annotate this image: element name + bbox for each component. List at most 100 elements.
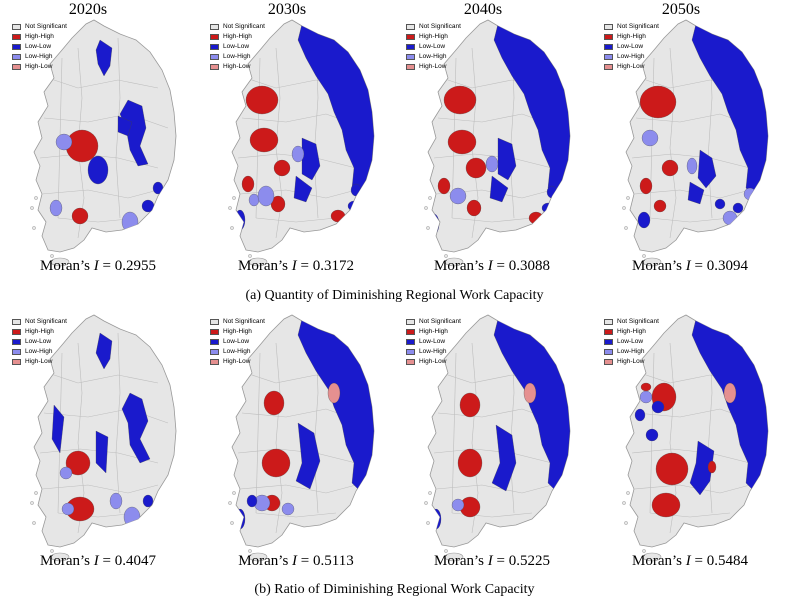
cluster-region <box>117 115 133 137</box>
legend-swatch <box>406 44 415 50</box>
legend-swatch <box>12 54 21 60</box>
island <box>248 254 252 258</box>
legend-swatch <box>210 339 219 345</box>
island-jeju <box>248 257 268 267</box>
legend-swatch <box>12 349 21 355</box>
cluster-region <box>245 85 279 115</box>
legend-item: Low-High <box>406 347 461 357</box>
legend-label: Low-High <box>25 53 53 60</box>
cluster-region <box>651 400 665 414</box>
cluster-region <box>142 494 154 508</box>
decade-header-2040s: 2040s <box>463 1 503 18</box>
legend-label: High-High <box>617 33 646 40</box>
cluster-region <box>459 392 481 418</box>
moran-equals: = <box>98 553 115 569</box>
moran-equals: = <box>297 553 313 569</box>
map-quantity-2020s: Not Significant High-High Low-Low Low-High H… <box>8 18 188 268</box>
legend-label: Not Significant <box>25 23 67 30</box>
legend-item: High-High <box>210 32 265 42</box>
legend-swatch <box>604 34 613 40</box>
legend-label: High-Low <box>25 358 53 365</box>
cluster-region <box>723 382 737 404</box>
legend-label: Not Significant <box>419 318 461 325</box>
cluster-region <box>123 506 141 528</box>
legend-swatch <box>12 329 21 335</box>
legend-swatch <box>604 44 613 50</box>
legend-label: Low-Low <box>223 338 250 345</box>
cluster-region <box>707 460 717 474</box>
legend-swatch <box>12 34 21 40</box>
legend-item: High-High <box>210 327 265 337</box>
cluster-region <box>641 129 659 147</box>
moran-prefix: Moran’s <box>434 258 488 274</box>
legend-item: Not Significant <box>604 317 659 327</box>
legend-label: High-High <box>223 328 252 335</box>
moran-prefix: Moran’s <box>434 553 488 569</box>
legend-item: High-Low <box>604 357 659 367</box>
moran-prefix: Moran’s <box>40 258 94 274</box>
cluster-region <box>655 452 689 486</box>
map-legend: Not Significant High-High Low-Low Low-High H… <box>210 317 265 367</box>
korea-map-svg <box>424 314 571 562</box>
cluster-region <box>645 428 659 442</box>
cluster-region <box>661 159 679 177</box>
legend-label: High-Low <box>223 358 251 365</box>
cluster-region <box>330 209 346 223</box>
moran-symbol: I <box>487 258 493 274</box>
moran-symbol: I <box>292 553 298 569</box>
cluster-region <box>485 155 499 173</box>
legend-label: Low-High <box>419 348 447 355</box>
island <box>34 491 38 495</box>
cluster-region <box>95 430 109 474</box>
legend-item: Low-Low <box>604 42 659 52</box>
island <box>444 549 448 553</box>
korea-map-svg <box>228 19 375 267</box>
map-legend: Not Significant High-High Low-Low Low-High H… <box>12 22 67 72</box>
island-jeju <box>444 552 464 562</box>
legend-swatch <box>406 319 415 325</box>
island <box>230 521 234 525</box>
island <box>232 196 236 200</box>
legend-swatch <box>604 319 613 325</box>
legend-swatch <box>406 329 415 335</box>
map-legend: Not Significant High-High Low-Low Low-High H… <box>604 317 659 367</box>
legend-label: Low-Low <box>419 43 446 50</box>
legend-swatch <box>406 64 415 70</box>
legend-label: High-Low <box>223 63 251 70</box>
cluster-region <box>465 157 487 179</box>
cluster-region <box>722 210 738 226</box>
cluster-region <box>639 85 677 119</box>
cluster-region <box>121 392 151 464</box>
cluster-region <box>430 508 442 530</box>
island <box>642 254 646 258</box>
legend-label: High-High <box>419 328 448 335</box>
island <box>622 501 626 505</box>
map-outline <box>33 314 177 548</box>
moran-i-label: Moran’s I = 0.5113 <box>206 552 386 570</box>
cluster-region <box>639 177 653 195</box>
cluster-region <box>87 155 109 185</box>
moran-symbol: I <box>93 553 99 569</box>
legend-label: Low-Low <box>25 338 52 345</box>
legend-item: High-High <box>12 327 67 337</box>
legend-item: Low-Low <box>604 337 659 347</box>
moran-i-label: Moran’s I = 0.3088 <box>402 257 582 275</box>
moran-equals: = <box>492 553 509 569</box>
legend-swatch <box>12 339 21 345</box>
cluster-region <box>49 199 63 217</box>
moran-equals: = <box>690 553 707 569</box>
island-jeju <box>248 552 268 562</box>
moran-value: 0.3088 <box>508 258 550 274</box>
cluster-region <box>327 382 341 404</box>
cluster-region <box>273 159 291 177</box>
island <box>50 254 54 258</box>
legend-swatch <box>604 339 613 345</box>
legend-swatch <box>210 319 219 325</box>
cluster-region <box>257 185 275 207</box>
legend-label: Low-Low <box>223 43 250 50</box>
island <box>30 501 34 505</box>
legend-label: High-Low <box>617 358 645 365</box>
legend-item: High-Low <box>12 357 67 367</box>
island <box>624 521 628 525</box>
legend-label: Low-Low <box>25 43 52 50</box>
